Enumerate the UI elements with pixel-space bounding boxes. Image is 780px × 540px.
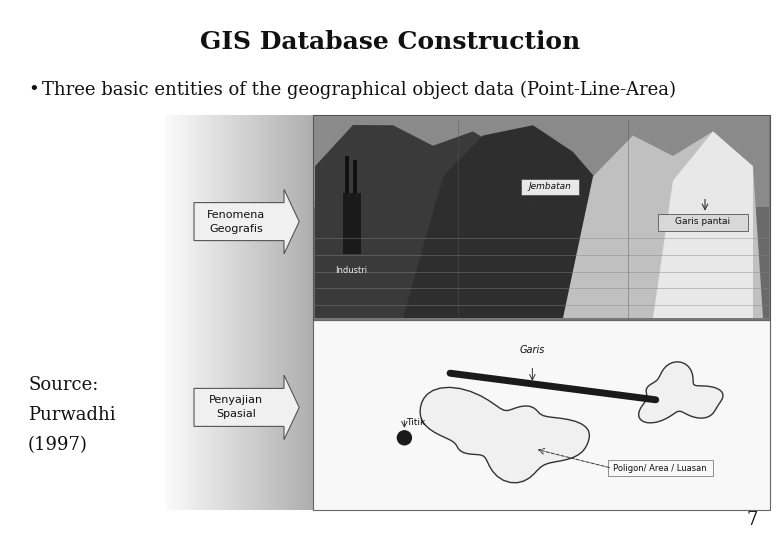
Bar <box>303 115 306 510</box>
Bar <box>251 115 254 510</box>
Circle shape <box>397 431 411 445</box>
FancyBboxPatch shape <box>608 460 713 476</box>
Text: Industri: Industri <box>335 266 367 275</box>
Text: 7: 7 <box>746 511 758 529</box>
Bar <box>209 115 212 510</box>
Bar <box>175 115 177 510</box>
Text: Source:: Source: <box>28 376 98 394</box>
Bar <box>224 115 227 510</box>
Bar <box>278 115 281 510</box>
Bar <box>202 115 204 510</box>
Polygon shape <box>420 387 590 483</box>
Bar <box>313 320 770 510</box>
Bar <box>274 115 276 510</box>
Bar <box>236 115 239 510</box>
Polygon shape <box>403 125 603 318</box>
Text: (1997): (1997) <box>28 436 88 454</box>
Text: Three basic entities of the geographical object data (Point-Line-Area): Three basic entities of the geographical… <box>42 81 676 99</box>
Bar <box>187 115 190 510</box>
Bar <box>185 115 187 510</box>
Bar <box>313 115 770 320</box>
Bar <box>353 160 357 193</box>
Bar <box>219 115 222 510</box>
Bar <box>177 115 180 510</box>
Polygon shape <box>315 125 533 318</box>
Bar <box>249 115 251 510</box>
Text: Purwadhi: Purwadhi <box>28 406 115 424</box>
Text: GIS Database Construction: GIS Database Construction <box>200 30 580 54</box>
Bar <box>343 193 361 254</box>
Bar <box>200 115 202 510</box>
Text: Poligon/ Area / Luasan: Poligon/ Area / Luasan <box>613 464 707 472</box>
Bar <box>168 115 170 510</box>
Bar <box>170 115 172 510</box>
Text: Jembatan: Jembatan <box>529 183 572 191</box>
Bar <box>239 115 242 510</box>
Bar <box>310 115 313 510</box>
Bar <box>261 115 264 510</box>
Bar <box>293 115 296 510</box>
Polygon shape <box>653 131 753 318</box>
Bar <box>306 115 308 510</box>
Bar <box>192 115 194 510</box>
Text: Titik: Titik <box>406 418 426 427</box>
Bar <box>271 115 274 510</box>
Bar <box>264 115 266 510</box>
FancyBboxPatch shape <box>521 179 579 195</box>
Polygon shape <box>639 362 723 423</box>
Bar <box>285 115 289 510</box>
Bar <box>180 115 183 510</box>
Bar <box>289 115 291 510</box>
Bar <box>204 115 207 510</box>
Bar <box>234 115 236 510</box>
Bar <box>276 115 278 510</box>
Polygon shape <box>194 375 300 440</box>
Bar <box>259 115 261 510</box>
Bar <box>300 115 303 510</box>
Polygon shape <box>194 190 300 254</box>
Text: Garis: Garis <box>519 346 545 355</box>
Bar <box>207 115 209 510</box>
Bar <box>281 115 283 510</box>
Bar <box>254 115 257 510</box>
Bar <box>217 115 219 510</box>
Bar <box>257 115 259 510</box>
Bar <box>345 156 349 193</box>
Bar <box>227 115 229 510</box>
Text: Penyajian
Spasial: Penyajian Spasial <box>209 395 263 420</box>
Bar <box>246 115 249 510</box>
Bar <box>314 207 769 318</box>
FancyBboxPatch shape <box>658 214 748 231</box>
Bar <box>242 115 244 510</box>
Text: Fenomena
Geografis: Fenomena Geografis <box>207 210 265 234</box>
Bar <box>197 115 200 510</box>
Bar <box>296 115 298 510</box>
Bar <box>212 115 215 510</box>
Text: Garis pantai: Garis pantai <box>675 217 731 226</box>
Bar <box>268 115 271 510</box>
Bar <box>291 115 293 510</box>
Bar <box>165 115 168 510</box>
Bar <box>232 115 234 510</box>
Bar <box>215 115 217 510</box>
Bar <box>266 115 268 510</box>
Bar <box>190 115 192 510</box>
Bar <box>308 115 310 510</box>
Polygon shape <box>563 131 763 318</box>
Text: •: • <box>28 81 39 99</box>
Bar <box>244 115 246 510</box>
Bar <box>314 116 769 208</box>
Bar <box>194 115 197 510</box>
Bar <box>229 115 232 510</box>
Bar <box>283 115 285 510</box>
Bar <box>183 115 185 510</box>
Bar <box>298 115 300 510</box>
Bar <box>172 115 175 510</box>
Bar <box>222 115 224 510</box>
